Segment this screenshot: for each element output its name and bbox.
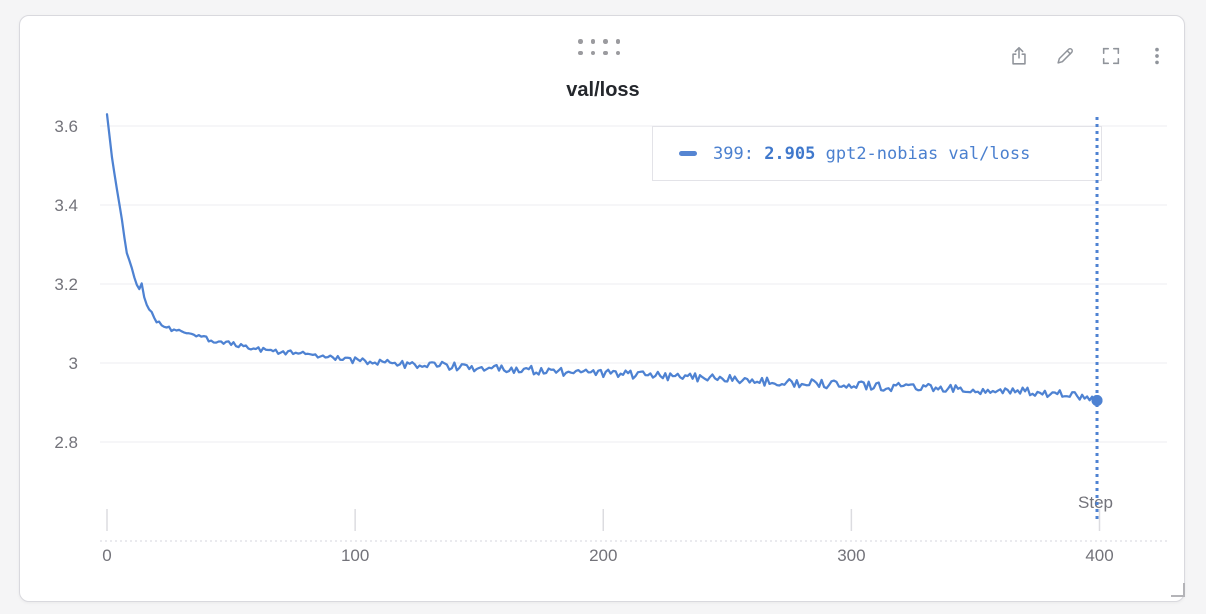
drag-dot — [578, 39, 583, 44]
drag-dot — [615, 39, 620, 44]
panel-toolbar — [1007, 44, 1169, 68]
drag-dot — [603, 50, 608, 55]
fullscreen-icon[interactable] — [1099, 44, 1123, 68]
legend-series-dash-icon — [679, 151, 697, 156]
legend-series-name: gpt2-nobias val/loss — [815, 143, 1031, 164]
kebab-menu-icon[interactable] — [1145, 44, 1169, 68]
panel-resize-handle[interactable] — [1171, 583, 1185, 597]
drag-dot — [578, 50, 583, 55]
edit-pencil-icon[interactable] — [1053, 44, 1077, 68]
drag-dot — [590, 50, 595, 55]
panel-card — [19, 15, 1185, 602]
legend-tooltip[interactable]: 399: 2.905 gpt2-nobias val/loss — [652, 126, 1102, 181]
legend-step: 399: — [713, 143, 765, 164]
drag-dot — [615, 50, 620, 55]
drag-handle[interactable] — [578, 39, 620, 55]
drag-dot — [603, 39, 608, 44]
panel-title: val/loss — [566, 79, 640, 101]
legend-value: 2.905 — [764, 143, 816, 164]
share-icon[interactable] — [1007, 44, 1031, 68]
drag-dot — [590, 39, 595, 44]
